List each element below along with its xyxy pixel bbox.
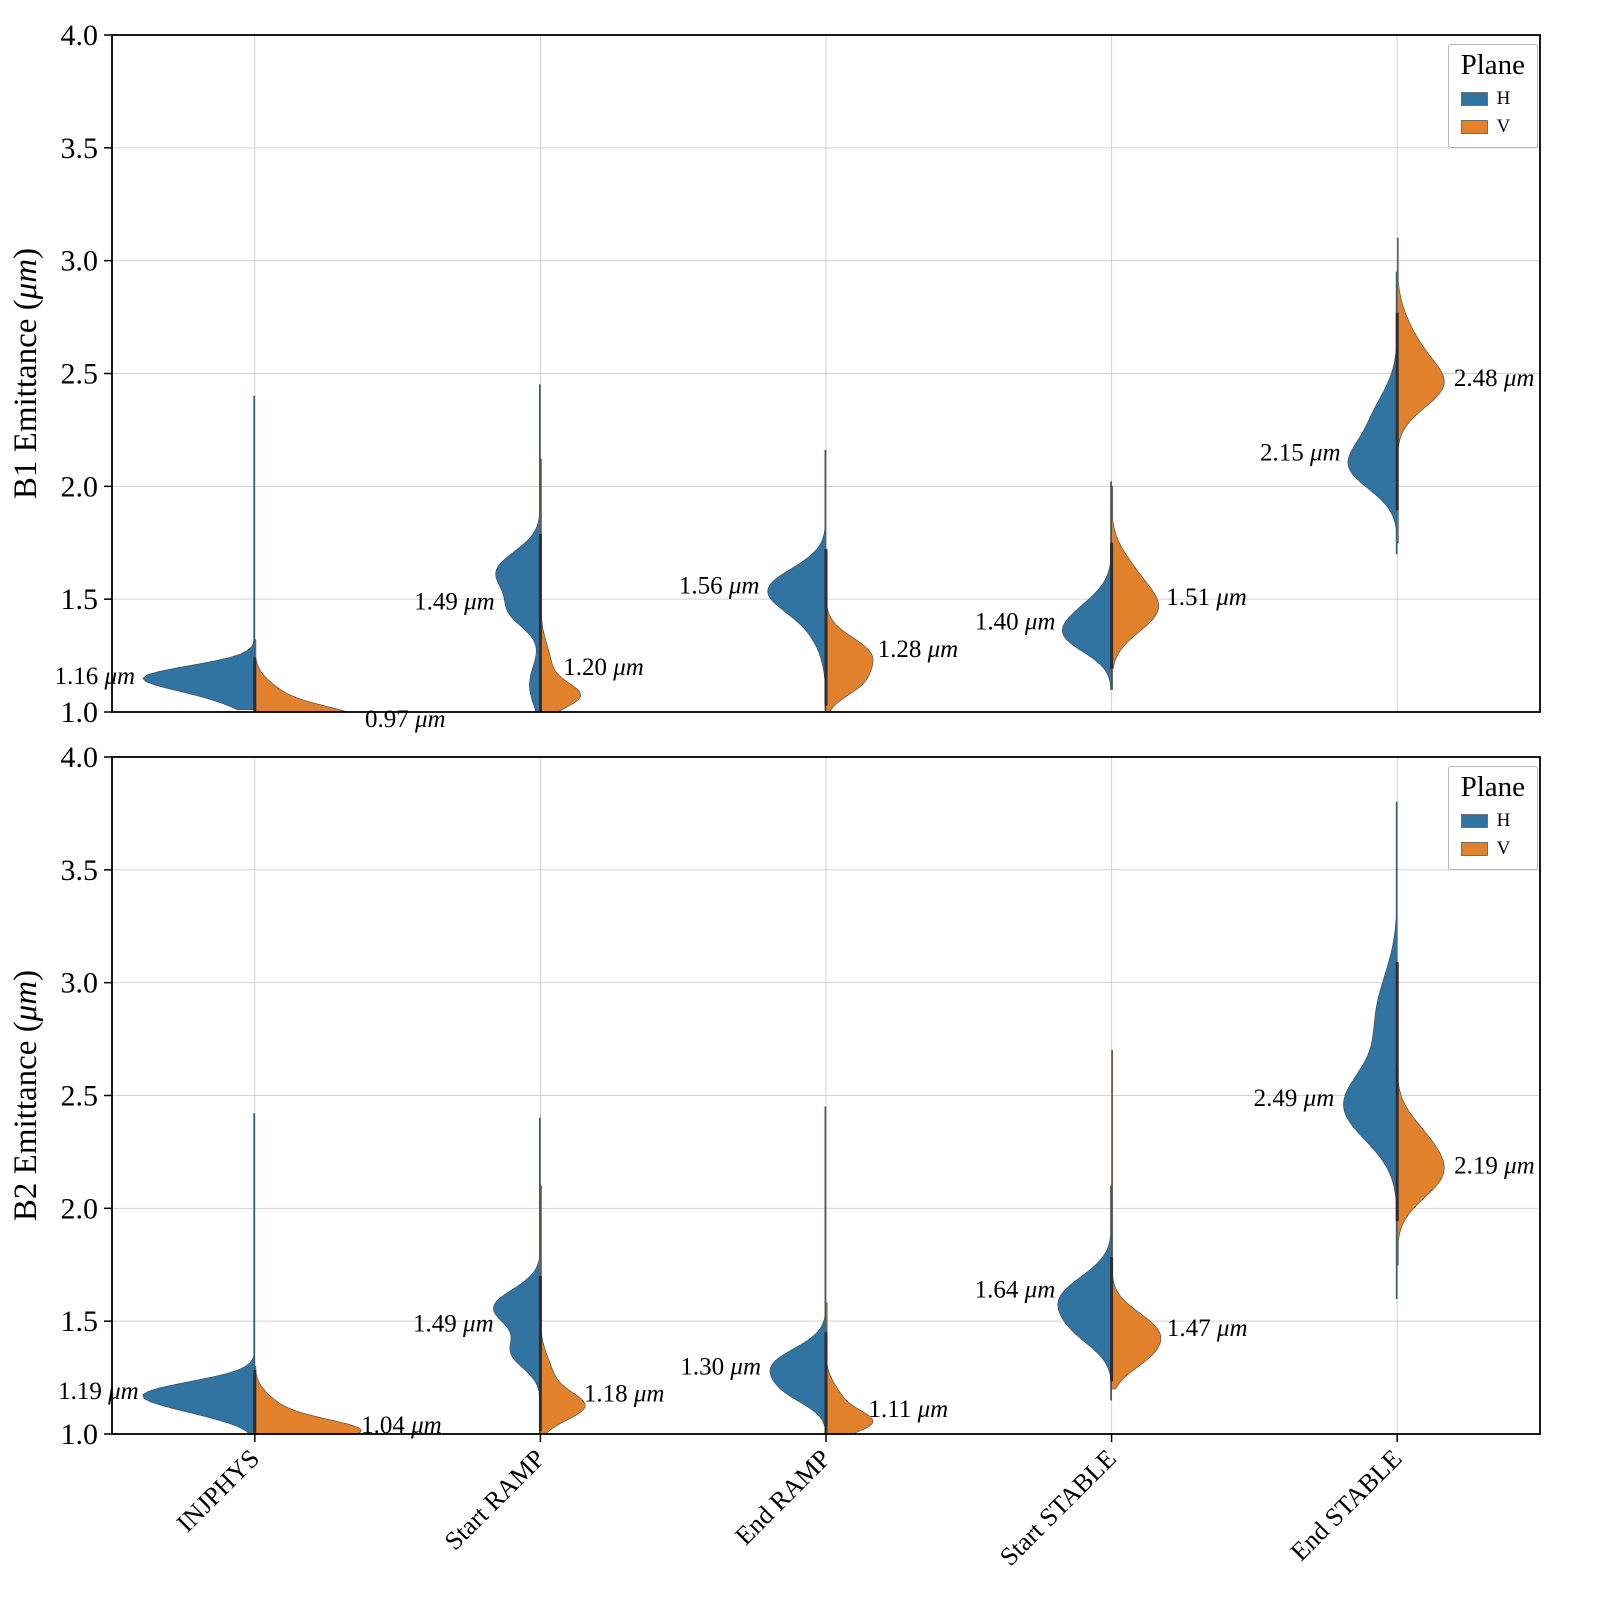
mean-label-B1-End RAMP-V: 1.28 μm	[878, 636, 959, 663]
violin-B1-Start STABLE-H	[1061, 481, 1112, 690]
mean-label-B2-End STABLE-V: 2.19 μm	[1454, 1152, 1535, 1179]
legend-title: Plane	[1460, 49, 1525, 81]
legend-label-v: V	[1496, 838, 1511, 859]
violin-B1-End STABLE-H	[1347, 271, 1398, 555]
legend-swatch-v-icon	[1460, 842, 1488, 856]
legend-title: Plane	[1460, 771, 1525, 803]
violin-B2-End STABLE-V	[1396, 1068, 1445, 1266]
mean-label-B2-Start RAMP-H: 1.49 μm	[413, 1310, 494, 1337]
violin-B2-End STABLE-H	[1343, 801, 1398, 1299]
mean-label-B2-End STABLE-H: 2.49 μm	[1254, 1085, 1335, 1112]
violin-B2-End RAMP-H	[769, 1106, 827, 1434]
y-tick-label: 3.5	[61, 854, 99, 887]
y-tick-label: 2.5	[61, 358, 99, 391]
y-tick-label: 1.5	[61, 583, 99, 616]
y-tick-label: 1.0	[61, 696, 99, 729]
y-tick-label: 2.5	[61, 1080, 99, 1113]
violin-B2-Start RAMP-V	[540, 1185, 586, 1434]
violin-B1-End RAMP-V	[825, 571, 874, 712]
violin-B2-Start STABLE-H	[1057, 1185, 1112, 1401]
legend-entry-v: V	[1460, 116, 1525, 138]
legend-entry-h: H	[1460, 88, 1525, 110]
mean-label-B2-INJPHYS-H: 1.19 μm	[58, 1378, 139, 1405]
legend-entry-v: V	[1460, 838, 1525, 860]
mean-label-B2-INJPHYS-V: 1.04 μm	[361, 1412, 442, 1439]
x-tick-label-3: Start STABLE	[994, 1444, 1122, 1572]
legend-swatch-v-icon	[1460, 120, 1488, 134]
y-tick-label: 4.0	[61, 741, 99, 774]
y-tick-label: 2.0	[61, 1192, 99, 1225]
violin-B2-INJPHYS-H	[142, 1113, 256, 1434]
x-tick-label-2: End RAMP	[729, 1444, 836, 1551]
violin-B1-Start RAMP-H	[495, 384, 541, 712]
violin-B1-End RAMP-H	[767, 449, 827, 712]
mean-label-B1-Start RAMP-V: 1.20 μm	[563, 654, 644, 681]
y-axis-label-B2: B2 Emittance (μm)	[8, 970, 44, 1221]
mean-label-B1-End RAMP-H: 1.56 μm	[679, 573, 760, 600]
y-tick-label: 1.0	[61, 1418, 99, 1451]
y-axis-label-B1: B1 Emittance (μm)	[8, 248, 44, 499]
legend-entry-h: H	[1460, 810, 1525, 832]
mean-label-B2-Start STABLE-H: 1.64 μm	[975, 1277, 1056, 1304]
y-tick-label: 3.0	[61, 967, 99, 1000]
legend-label-h: H	[1496, 810, 1511, 831]
mean-label-B1-Start STABLE-V: 1.51 μm	[1166, 584, 1247, 611]
panel-B1: 1.16 μm 1.49 μm 1.56 μm 1.40 μm 2.15 μm 0.97 …	[8, 19, 1541, 733]
legend-swatch-h-icon	[1460, 814, 1488, 828]
mean-label-B2-Start STABLE-V: 1.47 μm	[1167, 1315, 1248, 1342]
mean-label-B1-INJPHYS-V: 0.97 μm	[365, 706, 446, 733]
mean-label-B2-Start RAMP-V: 1.18 μm	[584, 1380, 665, 1407]
mean-label-B1-Start RAMP-H: 1.49 μm	[414, 588, 495, 615]
x-tick-label-1: Start RAMP	[439, 1444, 551, 1556]
violin-B2-Start RAMP-H	[493, 1117, 541, 1434]
legend-label-v: V	[1496, 116, 1511, 137]
violin-B1-End STABLE-V	[1396, 237, 1445, 544]
panel-B2: 1.19 μm 1.49 μm 1.30 μm 1.64 μm 2.49 μm 1.04 …	[8, 741, 1541, 1572]
y-tick-label: 3.0	[61, 245, 99, 278]
violin-B2-Start STABLE-V	[1111, 1050, 1162, 1390]
legend-label-h: H	[1496, 88, 1511, 109]
violin-B1-Start STABLE-V	[1111, 486, 1159, 690]
legend-b2: Plane H V	[1447, 766, 1538, 870]
mean-label-B1-Start STABLE-H: 1.40 μm	[975, 609, 1056, 636]
legend-swatch-h-icon	[1460, 92, 1488, 106]
y-tick-label: 2.0	[61, 470, 99, 503]
mean-label-B2-End RAMP-H: 1.30 μm	[680, 1353, 761, 1380]
violin-B1-INJPHYS-H	[142, 395, 256, 710]
y-tick-label: 1.5	[61, 1305, 99, 1338]
mean-label-B1-End STABLE-V: 2.48 μm	[1454, 365, 1535, 392]
legend-b1: Plane H V	[1447, 44, 1538, 148]
mean-label-B1-End STABLE-H: 2.15 μm	[1260, 439, 1341, 466]
violin-B1-INJPHYS-V	[254, 639, 348, 712]
x-tick-label-0: INJPHYS	[171, 1444, 265, 1538]
x-tick-label-4: End STABLE	[1285, 1444, 1408, 1567]
violin-B2-End RAMP-V	[825, 1302, 874, 1434]
y-tick-label: 3.5	[61, 132, 99, 165]
y-tick-label: 4.0	[61, 19, 99, 52]
mean-label-B2-End RAMP-V: 1.11 μm	[868, 1396, 948, 1423]
mean-label-B1-INJPHYS-H: 1.16 μm	[54, 663, 135, 690]
